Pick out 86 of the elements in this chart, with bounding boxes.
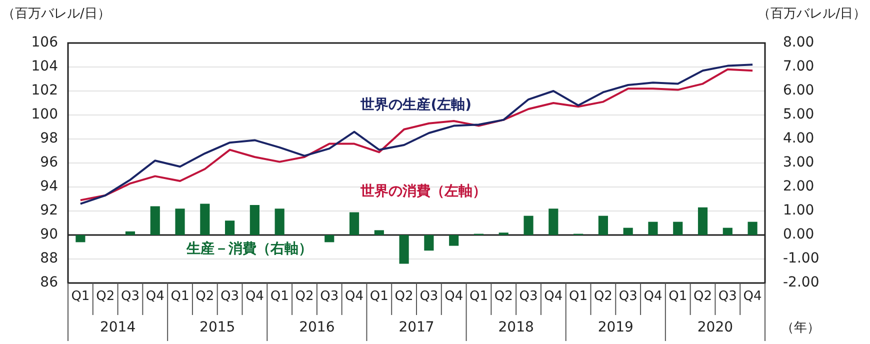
bar	[175, 208, 185, 235]
x-tick-label: Q1	[370, 289, 388, 304]
text: 2015	[200, 320, 236, 336]
bar	[200, 204, 210, 235]
bar	[548, 208, 558, 235]
y-tick-label: 86	[40, 274, 58, 291]
y2-tick-label: 4.00	[783, 130, 814, 147]
bar	[374, 230, 384, 235]
bar	[698, 207, 708, 235]
x-tick-label: Q2	[694, 289, 712, 304]
bar	[598, 216, 608, 235]
text: 世界の消費（左軸）	[360, 183, 487, 200]
bar	[250, 205, 260, 235]
bar	[722, 228, 732, 235]
y-tick-label: 92	[40, 202, 58, 219]
y2-tick-label: 7.00	[783, 58, 814, 75]
x-tick-label: Q1	[469, 289, 488, 304]
y2-tick-label: 8.00	[783, 34, 814, 51]
y-tick-label: 88	[40, 250, 58, 267]
y-tick-label: 94	[40, 178, 58, 195]
x-tick-label: Q1	[569, 289, 588, 304]
bar	[748, 222, 758, 235]
x-tick-label: Q2	[494, 289, 513, 304]
text: 2020	[697, 320, 734, 336]
y-tick-label: 102	[31, 82, 58, 99]
series-label: 生産－消費（右軸）	[185, 240, 312, 258]
y2-tick-label: 5.00	[783, 106, 814, 123]
y-tick-label: 106	[31, 34, 58, 51]
x-tick-label: Q3	[618, 289, 638, 304]
x-tick-label: Q3	[120, 289, 140, 304]
x-tick-label: Q3	[320, 289, 339, 304]
x-tick-label: Q1	[668, 289, 688, 304]
x-tick-label: Q2	[295, 289, 314, 304]
bar	[623, 228, 633, 235]
x-tick-label: Q3	[420, 289, 438, 304]
bar	[76, 235, 86, 242]
y-tick-label: 100	[31, 106, 58, 123]
y2-tick-label: -2.00	[783, 274, 820, 291]
y2-tick-label: 0.00	[783, 226, 814, 243]
bar	[424, 235, 434, 251]
x-axis-title: （年）	[781, 320, 820, 336]
y2-tick-label: 3.00	[783, 154, 814, 171]
bar	[349, 212, 360, 235]
y-tick-label: 90	[40, 226, 58, 243]
x-tick-label: Q1	[71, 289, 90, 304]
text: 2016	[299, 320, 335, 336]
x-tick-label: Q3	[220, 289, 240, 304]
x-tick-label: Q3	[519, 289, 538, 304]
x-tick-label: Q4	[444, 289, 464, 304]
bar	[399, 235, 409, 264]
x-tick-label: Q4	[743, 289, 762, 304]
y2-tick-label: 1.00	[783, 202, 814, 219]
x-tick-label: Q3	[718, 289, 737, 304]
bar	[150, 206, 160, 235]
y-axis-title: （百万バレル/日）	[2, 6, 110, 22]
x-tick-label: Q4	[146, 289, 164, 304]
y2-tick-label: 2.00	[783, 178, 814, 195]
text: 2017	[398, 320, 434, 336]
y2-tick-label: -1.00	[783, 250, 820, 267]
y-tick-label: 96	[40, 154, 58, 171]
bar	[449, 235, 459, 246]
text: 2018	[498, 320, 534, 336]
bar	[225, 220, 235, 235]
x-tick-label: Q4	[245, 289, 264, 304]
x-tick-label: Q2	[594, 289, 612, 304]
text: 2019	[598, 320, 634, 336]
x-tick-label: Q2	[196, 289, 214, 304]
bar	[125, 231, 136, 235]
bar	[274, 208, 284, 235]
x-tick-label: Q4	[345, 289, 364, 304]
bar	[324, 235, 334, 242]
bar	[673, 222, 683, 235]
x-tick-label: Q2	[96, 289, 115, 304]
bar	[648, 222, 658, 235]
x-tick-label: Q2	[394, 289, 414, 304]
bar	[524, 216, 534, 235]
x-tick-label: Q1	[270, 289, 289, 304]
x-tick-label: Q4	[644, 289, 662, 304]
x-tick-label: Q4	[544, 289, 563, 304]
y2-axis-title: （百万バレル/日）	[758, 6, 866, 22]
series-label: 世界の生産(左軸)	[360, 96, 472, 114]
y2-tick-label: 6.00	[783, 82, 814, 99]
y-tick-label: 98	[40, 130, 58, 147]
text: 2014	[100, 320, 136, 336]
y-tick-label: 104	[31, 58, 58, 75]
x-tick-label: Q1	[170, 289, 190, 304]
